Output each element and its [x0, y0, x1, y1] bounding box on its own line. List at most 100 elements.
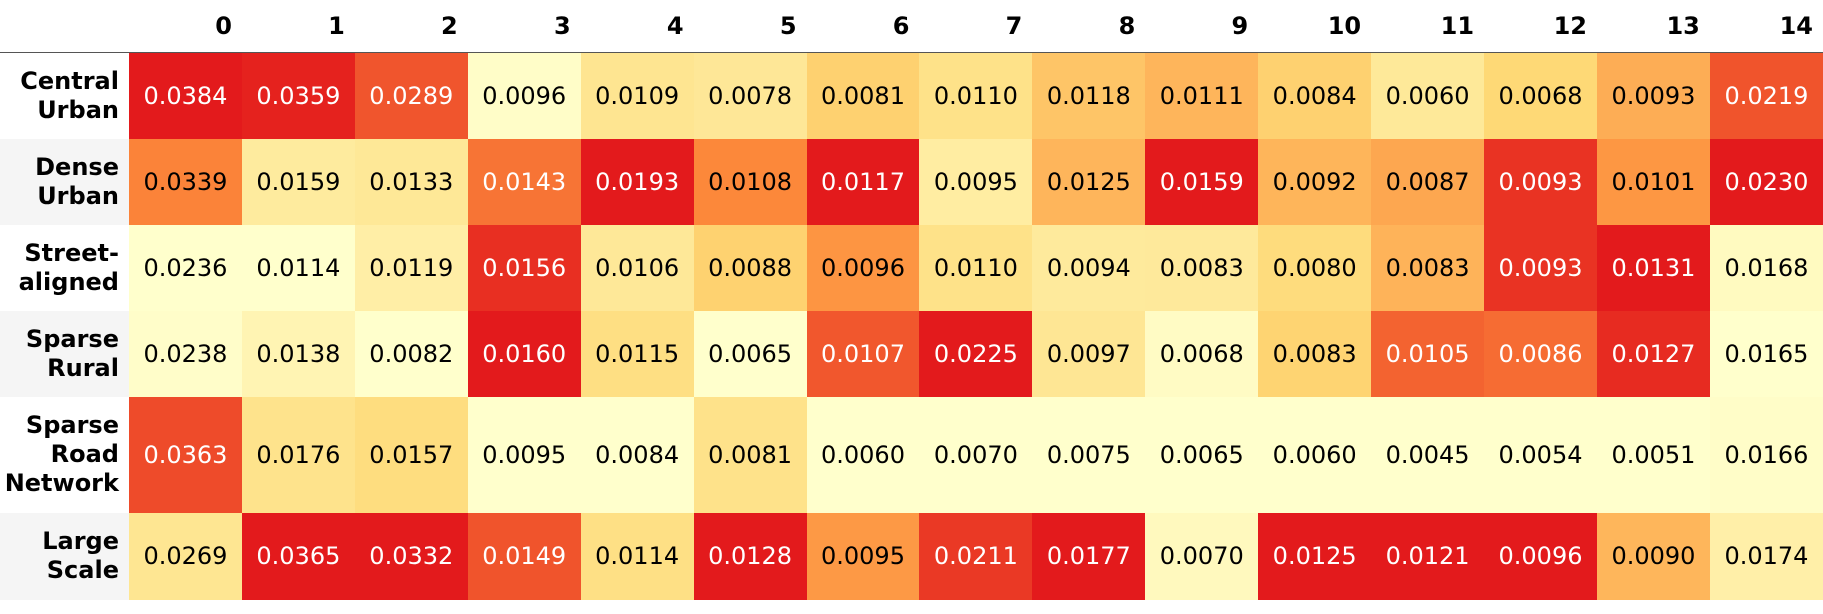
heatmap-cell: 0.0096: [806, 224, 920, 311]
heatmap-cell: 0.0093: [1484, 224, 1597, 311]
heatmap-cell: 0.0125: [1258, 512, 1372, 600]
row-header-line: Central: [20, 66, 119, 95]
heatmap-cell: 0.0117: [806, 138, 920, 225]
heatmap-cell: 0.0125: [1032, 138, 1146, 225]
row-header: Sparse Rural: [0, 310, 129, 397]
heatmap-cell: 0.0092: [1258, 138, 1372, 225]
heatmap-cell: 0.0359: [241, 52, 355, 139]
column-header-6: 6: [806, 0, 920, 53]
heatmap-cell: 0.0114: [241, 224, 355, 311]
heatmap-cell: 0.0114: [580, 512, 694, 600]
heatmap-cell: 0.0075: [1032, 396, 1146, 513]
heatmap-cell: 0.0115: [580, 310, 694, 397]
heatmap-cell: 0.0088: [693, 224, 807, 311]
heatmap-cell: 0.0083: [1371, 224, 1485, 311]
row-header: Dense Urban: [0, 138, 129, 225]
heatmap-cell: 0.0363: [128, 396, 242, 513]
table-row: Large Scale 0.0269 0.0365 0.0332 0.0149 0.0114…: [0, 512, 1823, 600]
row-header-line: Rural: [47, 353, 119, 382]
heatmap-cell: 0.0177: [1032, 512, 1146, 600]
heatmap-cell: 0.0081: [806, 52, 920, 139]
column-header-13: 13: [1596, 0, 1710, 53]
heatmap-cell: 0.0365: [241, 512, 355, 600]
column-header-1: 1: [241, 0, 355, 53]
heatmap-cell: 0.0109: [580, 52, 694, 139]
column-header-12: 12: [1484, 0, 1597, 53]
heatmap-cell: 0.0157: [354, 396, 468, 513]
heatmap-cell: 0.0083: [1258, 310, 1372, 397]
column-header-5: 5: [693, 0, 807, 53]
heatmap-table: 0 1 2 3 4 5 6 7 8 9 10 11 12 13 14 Central Urban 0.0384 0…: [0, 0, 1823, 600]
heatmap-cell: 0.0149: [467, 512, 581, 600]
row-header: Street-aligned: [0, 224, 129, 311]
heatmap-body: Central Urban 0.0384 0.0359 0.0289 0.0096 0.01…: [0, 52, 1823, 600]
table-row: Sparse Road Network 0.0363 0.0176 0.0157 0.009…: [0, 396, 1823, 513]
heatmap-cell: 0.0087: [1371, 138, 1485, 225]
heatmap-cell: 0.0289: [354, 52, 468, 139]
row-header-line: Street-: [24, 238, 119, 267]
column-header-8: 8: [1032, 0, 1146, 53]
column-header-row: 0 1 2 3 4 5 6 7 8 9 10 11 12 13 14: [0, 0, 1823, 53]
column-header-9: 9: [1145, 0, 1259, 53]
heatmap-cell: 0.0236: [128, 224, 242, 311]
row-header-line: Sparse: [25, 411, 119, 439]
column-header-4: 4: [580, 0, 694, 53]
heatmap-cell: 0.0166: [1709, 396, 1823, 513]
heatmap-cell: 0.0097: [1032, 310, 1146, 397]
heatmap-cell: 0.0131: [1596, 224, 1710, 311]
heatmap-cell: 0.0101: [1596, 138, 1710, 225]
column-header-10: 10: [1258, 0, 1372, 53]
heatmap-cell: 0.0078: [693, 52, 807, 139]
heatmap-cell: 0.0093: [1596, 52, 1710, 139]
column-header-7: 7: [919, 0, 1033, 53]
heatmap-cell: 0.0096: [1484, 512, 1597, 600]
row-header-line: Urban: [37, 95, 119, 124]
heatmap-cell: 0.0159: [1145, 138, 1259, 225]
heatmap-cell: 0.0084: [580, 396, 694, 513]
heatmap-cell: 0.0133: [354, 138, 468, 225]
row-header: Central Urban: [0, 52, 129, 139]
heatmap-cell: 0.0174: [1709, 512, 1823, 600]
heatmap-cell: 0.0121: [1371, 512, 1485, 600]
heatmap-cell: 0.0118: [1032, 52, 1146, 139]
heatmap-cell: 0.0176: [241, 396, 355, 513]
heatmap-cell: 0.0230: [1709, 138, 1823, 225]
row-header-line: Road: [50, 440, 119, 468]
row-header-line: Urban: [37, 181, 119, 210]
row-header-line: Sparse: [25, 324, 119, 353]
heatmap-cell: 0.0168: [1709, 224, 1823, 311]
row-header: Large Scale: [0, 512, 129, 600]
heatmap-cell: 0.0094: [1032, 224, 1146, 311]
heatmap-cell: 0.0068: [1484, 52, 1597, 139]
heatmap-cell: 0.0128: [693, 512, 807, 600]
heatmap-cell: 0.0060: [806, 396, 920, 513]
column-header-2: 2: [354, 0, 468, 53]
heatmap-cell: 0.0060: [1258, 396, 1372, 513]
heatmap-cell: 0.0339: [128, 138, 242, 225]
heatmap-cell: 0.0127: [1596, 310, 1710, 397]
table-row: Central Urban 0.0384 0.0359 0.0289 0.0096 0.01…: [0, 52, 1823, 139]
heatmap-cell: 0.0054: [1484, 396, 1597, 513]
heatmap-cell: 0.0269: [128, 512, 242, 600]
heatmap-cell: 0.0110: [919, 52, 1033, 139]
heatmap-cell: 0.0051: [1596, 396, 1710, 513]
heatmap-cell: 0.0107: [806, 310, 920, 397]
corner-cell: [0, 0, 129, 53]
heatmap-cell: 0.0081: [693, 396, 807, 513]
heatmap-cell: 0.0384: [128, 52, 242, 139]
row-header-line: Scale: [46, 556, 119, 584]
heatmap-cell: 0.0143: [467, 138, 581, 225]
heatmap-cell: 0.0060: [1371, 52, 1485, 139]
heatmap-cell: 0.0065: [1145, 396, 1259, 513]
row-header: Sparse Road Network: [0, 396, 129, 513]
row-header-line: Network: [4, 469, 119, 497]
heatmap-cell: 0.0165: [1709, 310, 1823, 397]
row-header-line: Dense: [35, 152, 119, 181]
heatmap-cell: 0.0068: [1145, 310, 1259, 397]
column-header-14: 14: [1709, 0, 1823, 53]
heatmap-cell: 0.0082: [354, 310, 468, 397]
heatmap-cell: 0.0095: [806, 512, 920, 600]
heatmap-cell: 0.0080: [1258, 224, 1372, 311]
heatmap-cell: 0.0086: [1484, 310, 1597, 397]
heatmap-cell: 0.0070: [1145, 512, 1259, 600]
